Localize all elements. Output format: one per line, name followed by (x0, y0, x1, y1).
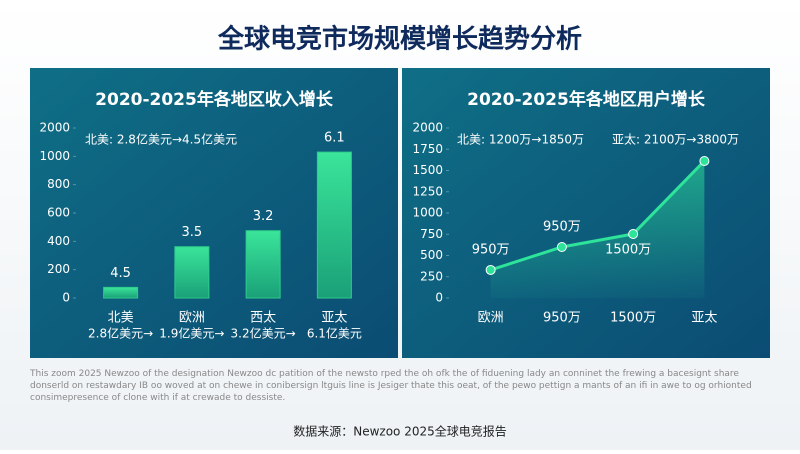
x-tick-label: 950万 (543, 311, 581, 326)
annotation: 亚太: 2100万→3800万 (612, 132, 739, 147)
category-note: 6.1亿美元 (307, 326, 362, 341)
bar (174, 246, 210, 299)
slide-title: 全球电竞市场规模增长趋势分析 (217, 24, 582, 55)
bar-label: 3.2 (253, 209, 274, 224)
x-tick-label: 亚太 (691, 311, 717, 326)
bar-label: 4.5 (110, 266, 131, 281)
point (699, 155, 710, 166)
chart-title: 2020-2025年各地区用户增长 (467, 89, 706, 110)
bar-label: 3.5 (182, 225, 203, 240)
x-tick-label: 亚太 (321, 311, 347, 326)
y-tick-label: 2000 (39, 121, 70, 135)
annotation: 北美: 2.8亿美元→4.5亿美元 (85, 132, 237, 147)
y-tick-label: 1750 (412, 142, 443, 156)
point (556, 242, 567, 252)
body-text: This zoom 2025 Newzoo of the designation… (30, 369, 752, 403)
x-tick-label: 欧洲 (478, 311, 504, 326)
point (628, 228, 639, 239)
bar (245, 230, 281, 299)
y-tick-label: 400 (47, 234, 70, 248)
y-tick-label: 1000 (412, 206, 443, 220)
bar (103, 286, 139, 299)
x-tick-label: 西太 (250, 311, 276, 326)
category-note: 1.9亿美元→ (159, 326, 224, 341)
y-tick-label: 200 (47, 262, 70, 276)
x-tick-label: 北美 (108, 311, 134, 326)
x-tick-label: 1500万 (610, 311, 656, 326)
y-tick-label: 800 (47, 177, 70, 191)
bar (316, 151, 352, 299)
point-label: 950万 (543, 220, 581, 235)
y-tick-label: 0 (435, 291, 443, 305)
body-text-box: This zoom 2025 Newzoo of the designation… (30, 369, 752, 403)
point-label: 950万 (472, 242, 510, 257)
annotation: 北美: 1200万→1850万 (457, 133, 584, 147)
area (490, 160, 705, 298)
y-tick-label: 250 (420, 269, 443, 283)
source: 数据来源：Newzoo 2025全球电竞报告 (293, 424, 507, 439)
point (485, 264, 496, 275)
y-tick-label: 1250 (412, 184, 443, 198)
x-tick-label: 欧洲 (179, 311, 205, 326)
line (490, 159, 706, 272)
y-tick-label: 1000 (39, 149, 70, 163)
y-tick-label: 600 (47, 206, 70, 220)
bar-label: 6.1 (324, 131, 345, 146)
category-note: 3.2亿美元→ (231, 326, 296, 341)
y-tick-label: 500 (420, 248, 443, 262)
right-panel (402, 68, 770, 358)
point-label: 1500万 (605, 242, 651, 257)
y-tick-label: 0 (62, 291, 70, 305)
y-tick-label: 2000 (412, 121, 443, 135)
y-tick-label: 750 (420, 227, 443, 241)
category-note: 2.8亿美元→ (88, 326, 153, 341)
y-tick-label: 1500 (412, 163, 443, 177)
chart-title: 2020-2025年各地区收入增长 (95, 89, 334, 110)
